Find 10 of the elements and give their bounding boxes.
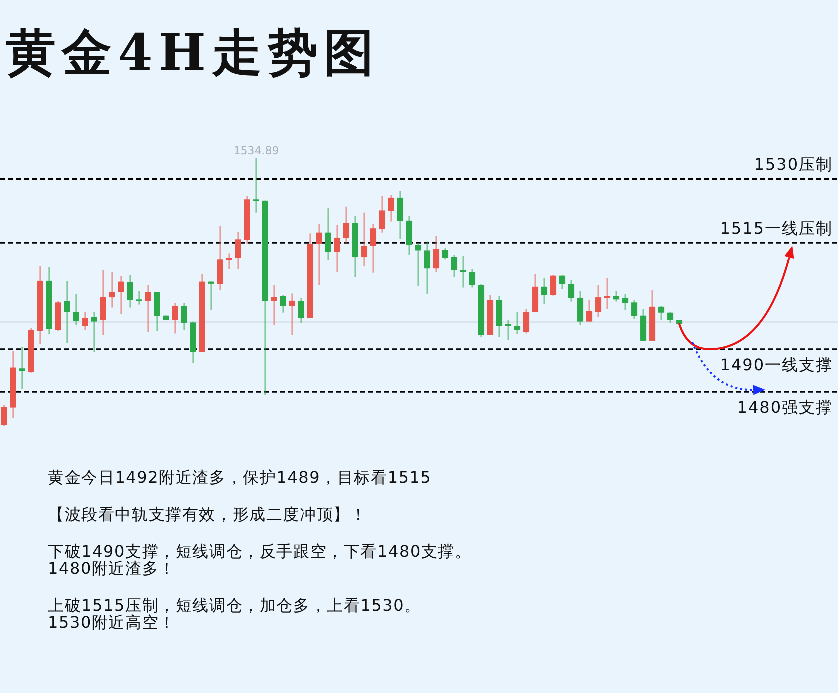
annotation: 1534.89 — [234, 144, 280, 158]
annotation: 上破1515压制，短线调仓，加仓多，上看1530。 1530附近高空！ — [48, 596, 422, 632]
ref-line-label: 1530压制 — [754, 155, 833, 174]
text: 黄金4H走势图 — [6, 23, 380, 82]
annotation: 黄金今日1492附近渣多，保护1489，目标看1515 — [48, 468, 432, 487]
ref-line-label: 1490一线支撑 — [720, 355, 833, 374]
annotation: 下破1490支撑，短线调仓，反手跟空，下看1480支撑。 1480附近渣多！ — [48, 542, 472, 578]
ref-line-label: 1480强支撑 — [737, 398, 833, 418]
ref-line-label: 1515一线压制 — [720, 219, 833, 238]
annotation: 【波段看中轨支撑有效，形成二度冲顶】！ — [48, 505, 368, 524]
